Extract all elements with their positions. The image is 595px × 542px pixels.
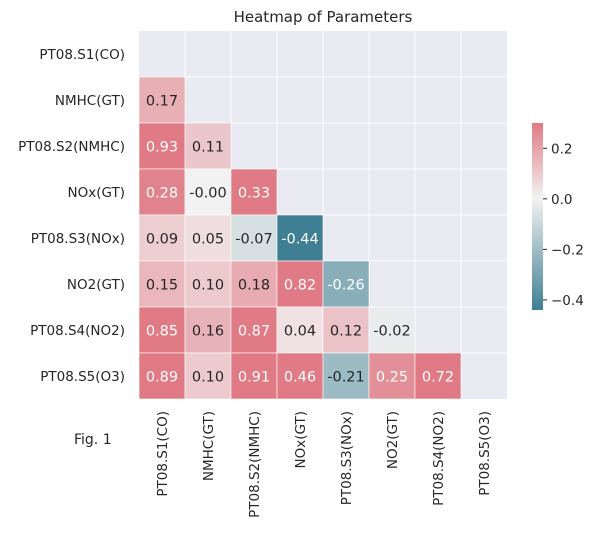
cell-value-label: 0.28 (146, 186, 178, 202)
cell-value-label: -0.02 (373, 324, 411, 340)
heatmap-cell (138, 214, 186, 262)
column-tick-label: PT08.S4(NO2) (431, 411, 447, 506)
column-tick-label: PT08.S3(NOx) (339, 411, 355, 505)
heatmap-cell (368, 306, 416, 354)
heatmap-cell (322, 260, 370, 308)
row-tick-label: NOx(GT) (68, 185, 125, 201)
chart-title: Heatmap of Parameters (234, 8, 413, 26)
cell-value-label: -0.21 (327, 370, 365, 386)
cell-value-label: 0.10 (192, 370, 224, 386)
cell-value-label: 0.18 (238, 278, 270, 294)
heatmap-cell (138, 260, 186, 308)
column-tick-label: PT08.S1(CO) (155, 411, 171, 497)
cell-value-label: 0.46 (284, 370, 316, 386)
cell-value-label: 0.89 (146, 370, 178, 386)
heatmap-cell (230, 168, 278, 216)
cell-value-label: 0.82 (284, 278, 316, 294)
cell-value-label: 0.04 (284, 324, 316, 340)
figure-caption: Fig. 1 (74, 432, 112, 448)
heatmap-cell (138, 306, 186, 354)
cell-value-label: 0.09 (146, 232, 178, 248)
row-tick-label: PT08.S4(NO2) (30, 323, 125, 339)
cell-value-label: 0.05 (192, 232, 224, 248)
colorbar-tick-label: 0.0 (551, 192, 572, 208)
row-tick-label: PT08.S5(O3) (40, 369, 125, 385)
heatmap-cell (138, 122, 186, 170)
colorbar (532, 123, 543, 310)
cell-value-label: 0.91 (238, 370, 270, 386)
heatmap-cell (230, 214, 278, 262)
heatmap-cell (368, 352, 416, 400)
row-tick-label: NO2(GT) (67, 277, 125, 293)
cell-value-label: 0.87 (238, 324, 270, 340)
row-tick-label: PT08.S3(NOx) (31, 231, 125, 247)
cell-value-label: 0.85 (146, 324, 178, 340)
colorbar-tick-label: 0.2 (551, 141, 572, 157)
cell-value-label: 0.93 (146, 140, 178, 156)
cell-value-label: -0.44 (281, 232, 319, 248)
column-tick-label: NOx(GT) (293, 411, 309, 468)
column-tick-label: NO2(GT) (385, 411, 401, 469)
heatmap-cell (184, 214, 232, 262)
column-tick-label: PT08.S5(O3) (477, 411, 493, 496)
heatmap-cell (184, 122, 232, 170)
heatmap-cell (184, 352, 232, 400)
cell-value-label: 0.33 (238, 186, 270, 202)
cell-value-label: 0.17 (146, 94, 178, 110)
cell-value-label: 0.25 (376, 370, 408, 386)
cell-value-label: 0.11 (192, 140, 224, 156)
heatmap-cell (184, 306, 232, 354)
cell-value-label: 0.16 (192, 324, 224, 340)
cell-value-label: -0.26 (327, 278, 365, 294)
column-tick-label: NMHC(GT) (201, 411, 217, 481)
heatmap-cell (276, 306, 324, 354)
heatmap-cell (414, 352, 462, 400)
row-tick-label: NMHC(GT) (55, 93, 125, 109)
row-tick-label: PT08.S2(NMHC) (18, 139, 125, 155)
column-tick-label: PT08.S2(NMHC) (247, 411, 263, 518)
heatmap-cell (138, 76, 186, 124)
cell-value-label: 0.15 (146, 278, 178, 294)
cell-value-label: 0.72 (422, 370, 454, 386)
cell-value-label: -0.07 (235, 232, 273, 248)
colorbar-tick-label: −0.2 (551, 242, 584, 258)
heatmap-cell (322, 306, 370, 354)
cell-value-label: 0.12 (330, 324, 362, 340)
colorbar-tick-label: −0.4 (551, 293, 584, 309)
cell-value-label: -0.00 (189, 186, 227, 202)
cell-value-label: 0.10 (192, 278, 224, 294)
heatmap-cell (138, 352, 186, 400)
heatmap-cell (230, 352, 278, 400)
row-tick-label: PT08.S1(CO) (39, 47, 125, 63)
heatmap-cell (322, 352, 370, 400)
heatmap-cell (276, 352, 324, 400)
